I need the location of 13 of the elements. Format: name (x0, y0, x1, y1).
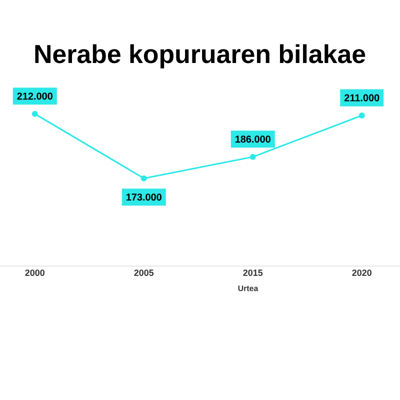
point (140, 175, 147, 182)
x-tick-label: 2005 (134, 270, 154, 276)
data-label: 186.000 (235, 136, 270, 143)
x-tick-label: 2000 (25, 270, 44, 276)
chart-title: Nerabe kopuruaren bilakae (35, 44, 366, 68)
point (32, 110, 38, 117)
point (250, 154, 256, 160)
x-tick-label: 2020 (352, 270, 372, 276)
point (358, 112, 365, 119)
data-label: 173.000 (126, 194, 162, 201)
data-label: 212.000 (17, 92, 52, 100)
x-tick-label: 2015 (243, 270, 263, 276)
data-label: 211.000 (344, 94, 380, 102)
